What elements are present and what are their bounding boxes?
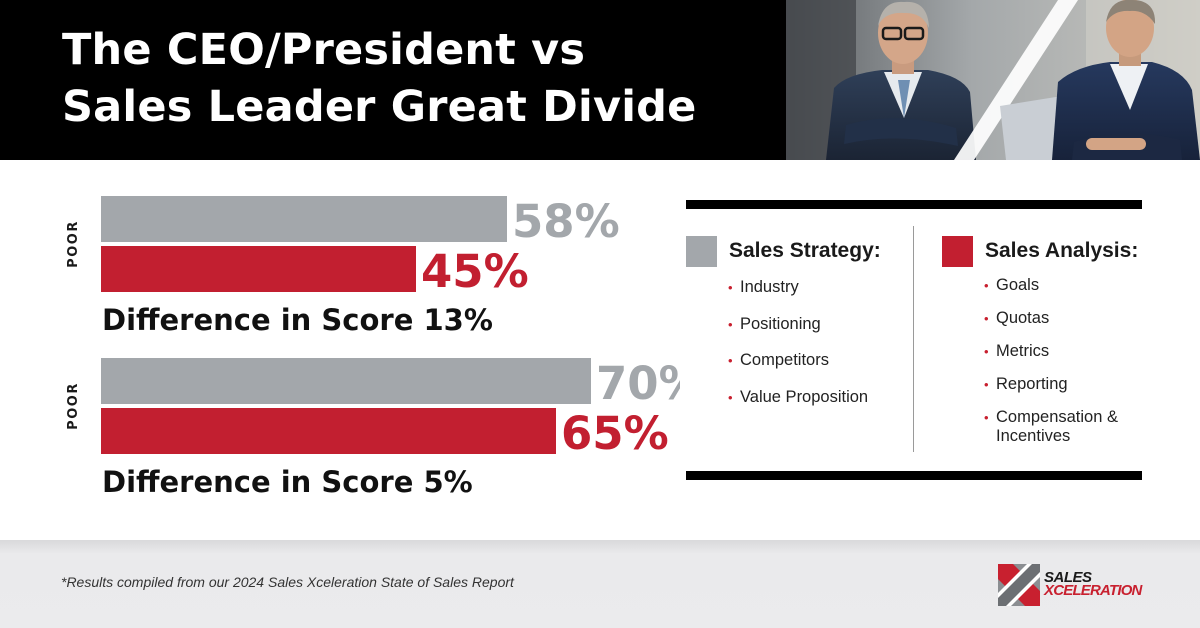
legend-bottom-rule (686, 471, 1142, 480)
legend-title-sales-strategy: Sales Strategy: (729, 239, 881, 262)
x-logo-icon (998, 564, 1040, 606)
list-item: Reporting (984, 375, 1138, 394)
data-label: 65% (561, 407, 669, 460)
group-axis-label: POOR (66, 382, 81, 430)
gray-bar (101, 358, 591, 404)
group-axis-label: POOR (66, 220, 81, 268)
list-item: Competitors (728, 351, 881, 370)
footer: *Results compiled from our 2024 Sales Xc… (0, 540, 1200, 628)
difference-label: Difference in Score 13% (102, 303, 493, 337)
legend-sales-strategy: Sales Strategy: Industry Positioning Com… (686, 234, 881, 424)
footnote: *Results compiled from our 2024 Sales Xc… (61, 574, 514, 590)
list-item: Positioning (728, 315, 881, 334)
executives-photo (786, 0, 1200, 160)
logo-text-sales: SALES (1044, 569, 1092, 586)
difference-label: Difference in Score 5% (102, 465, 473, 499)
red-bar (101, 408, 556, 454)
header-banner: The CEO/President vs Sales Leader Great … (0, 0, 1200, 160)
page-title-line-1: The CEO/President vs (62, 25, 586, 75)
list-item: Goals (984, 276, 1138, 295)
bar-chart-svg: POOR 58%45% Difference in Score 13% POOR 70%… (66, 195, 680, 499)
list-item: Compensation & Incentives (984, 408, 1134, 446)
data-label: 58% (512, 195, 620, 248)
gray-bar (101, 196, 507, 242)
logo-text-xceleration: XCELERATION (1044, 582, 1142, 599)
legend-divider (913, 226, 914, 452)
legend-gray-swatch (686, 235, 717, 267)
list-item: Industry (728, 278, 881, 297)
page-title-line-2: Sales Leader Great Divide (62, 82, 697, 132)
sales-xceleration-logo: SALES XCELERATION (998, 564, 1158, 610)
list-item: Value Proposition (728, 388, 881, 407)
legend-list-sales-strategy: Industry Positioning Competitors Value P… (728, 278, 881, 407)
page-title: The CEO/President vs Sales Leader Great … (62, 22, 697, 136)
legend-title-sales-analysis: Sales Analysis: (985, 239, 1139, 262)
legend-sales-analysis: Sales Analysis: Goals Quotas Metrics Rep… (942, 234, 1138, 460)
list-item: Quotas (984, 309, 1138, 328)
legend-red-swatch (942, 235, 973, 267)
list-item: Metrics (984, 342, 1138, 361)
data-label: 45% (421, 245, 529, 298)
legend-top-rule (686, 200, 1142, 209)
bar-chart: POOR 58%45% Difference in Score 13% POOR 70%… (0, 160, 680, 540)
legend-list-sales-analysis: Goals Quotas Metrics Reporting Compensat… (984, 276, 1138, 446)
red-bar (101, 246, 416, 292)
data-label: 70% (596, 357, 680, 410)
